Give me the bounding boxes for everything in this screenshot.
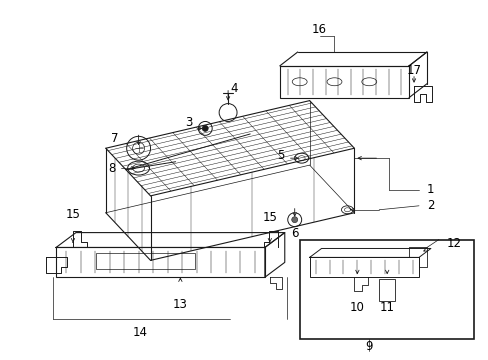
Text: 3: 3 [184, 116, 192, 129]
Text: 4: 4 [230, 82, 237, 95]
Bar [299, 239, 473, 339]
Text: 2: 2 [426, 199, 433, 212]
Text: 16: 16 [311, 23, 326, 36]
Text: 14: 14 [133, 326, 148, 339]
Text: 15: 15 [262, 211, 277, 224]
Text: 7: 7 [111, 132, 119, 145]
Bar [279, 66, 408, 98]
Text: 1: 1 [426, 184, 433, 197]
Bar [56, 247, 264, 277]
Text: 15: 15 [65, 208, 80, 221]
Text: 13: 13 [173, 297, 187, 311]
Text: 12: 12 [446, 237, 461, 250]
Circle shape [202, 125, 208, 131]
Bar [96, 253, 195, 269]
Text: 11: 11 [379, 301, 394, 314]
Text: 5: 5 [277, 149, 284, 162]
Text: 10: 10 [349, 301, 364, 314]
Bar [309, 257, 418, 277]
Text: 17: 17 [406, 64, 421, 77]
Circle shape [291, 217, 297, 223]
Text: 6: 6 [290, 227, 298, 240]
Text: 8: 8 [108, 162, 116, 175]
Text: 9: 9 [365, 340, 372, 353]
Bar [379, 279, 394, 301]
